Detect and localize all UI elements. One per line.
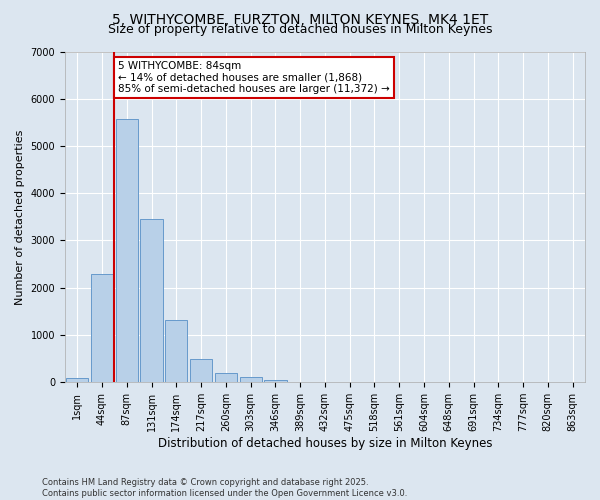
Bar [66,378,88,382]
Bar [140,219,163,382]
Bar [264,380,287,382]
Text: 5, WITHYCOMBE, FURZTON, MILTON KEYNES, MK4 1ET: 5, WITHYCOMBE, FURZTON, MILTON KEYNES, M… [112,12,488,26]
Text: Size of property relative to detached houses in Milton Keynes: Size of property relative to detached ho… [108,22,492,36]
Bar [215,373,237,382]
Text: Contains HM Land Registry data © Crown copyright and database right 2025.
Contai: Contains HM Land Registry data © Crown c… [42,478,407,498]
Bar [116,118,138,382]
Text: 5 WITHYCOMBE: 84sqm
← 14% of detached houses are smaller (1,868)
85% of semi-det: 5 WITHYCOMBE: 84sqm ← 14% of detached ho… [118,61,390,94]
X-axis label: Distribution of detached houses by size in Milton Keynes: Distribution of detached houses by size … [158,437,492,450]
Bar [165,320,187,382]
Bar [91,274,113,382]
Y-axis label: Number of detached properties: Number of detached properties [15,129,25,304]
Bar [239,378,262,382]
Bar [190,359,212,382]
